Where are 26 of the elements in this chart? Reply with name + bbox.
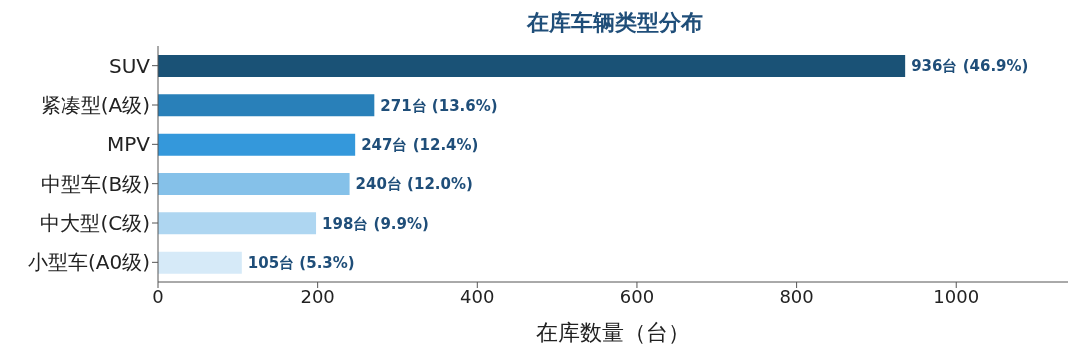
x-tick-label: 800	[779, 285, 814, 307]
data-label: 240台 (12.0%)	[355, 175, 473, 194]
y-tick-label: 紧凑型(A级)	[40, 93, 150, 118]
y-tick-label: MPV	[107, 132, 151, 157]
chart-title: 在库车辆类型分布	[526, 9, 704, 37]
x-tick-label: 1000	[933, 285, 980, 307]
data-label: 247台 (12.4%)	[361, 135, 479, 154]
y-tick-label: 中型车(B级)	[40, 171, 150, 196]
data-label: 271台 (13.6%)	[380, 96, 498, 115]
data-label: 105台 (5.3%)	[247, 253, 355, 272]
bar	[158, 133, 356, 156]
y-tick-label: 小型车(A0级)	[27, 250, 150, 275]
x-tick-label: 600	[619, 285, 655, 307]
bar	[158, 173, 350, 195]
data-label: 936台 (46.9%)	[911, 57, 1029, 76]
bar	[158, 212, 317, 235]
bar	[158, 94, 375, 117]
y-tick-label: 中大型(C级)	[40, 211, 150, 236]
x-axis-title: 在库数量（台）	[536, 320, 690, 345]
x-tick-label: 400	[460, 285, 495, 307]
data-label: 198台 (9.9%)	[322, 214, 429, 233]
bar	[158, 251, 242, 274]
y-tick-label: SUV	[108, 53, 151, 78]
x-tick-label: 0	[152, 285, 164, 307]
bar	[158, 55, 906, 77]
x-tick-label: 200	[300, 285, 335, 307]
